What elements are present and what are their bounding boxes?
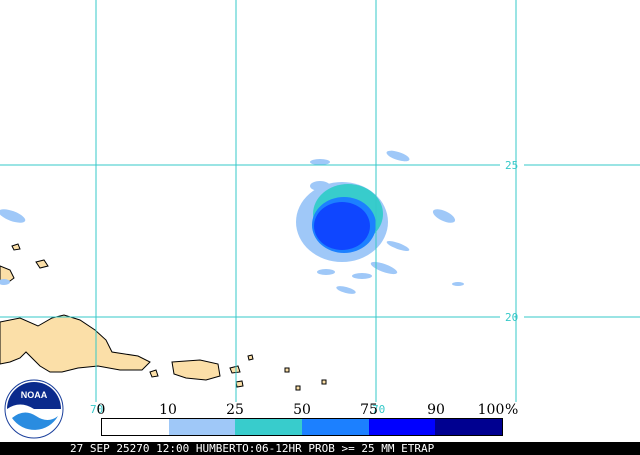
probability-10-25 (0, 150, 464, 294)
noaa-logo-text: NOAA (21, 390, 48, 400)
small-island (11, 243, 21, 251)
lat-lon-grid (0, 0, 640, 402)
probability-50-75 (312, 197, 376, 253)
legend-unit: % (505, 402, 519, 418)
legend-tick: 100 (477, 402, 505, 418)
land-masses (0, 243, 327, 391)
legend-tick: 90 (427, 402, 445, 418)
legend-swatch-25-50 (235, 419, 303, 435)
legend-swatch-0-10 (102, 419, 169, 435)
hispaniola-landmass (0, 314, 151, 373)
legend-tick: 75 (360, 402, 378, 418)
status-bar: 27 SEP 25270 12:00 HUMBERTO:06-12HR PROB… (0, 442, 640, 455)
longitude-label-left: 70 (90, 403, 104, 416)
longitude-label-center: 70 (372, 403, 386, 416)
small-island (149, 369, 159, 378)
legend-tick: 25 (226, 402, 244, 418)
small-island (284, 367, 290, 373)
legend-swatch-50-75 (302, 419, 369, 435)
status-text: 27 SEP 25270 12:00 HUMBERTO:06-12HR PROB… (70, 442, 435, 455)
puerto-rico-landmass (171, 359, 221, 381)
probability-shading (0, 150, 464, 294)
legend-tick: 50 (293, 402, 311, 418)
legend-color-bar (101, 418, 503, 436)
legend-swatch-75-90 (368, 419, 436, 435)
small-island (229, 365, 241, 374)
small-island (235, 380, 244, 388)
legend-swatch-10-25 (168, 419, 236, 435)
small-island (321, 379, 327, 385)
legend-tick: 0 (96, 402, 106, 418)
legend-tick: 10 (159, 402, 177, 418)
noaa-logo: NOAA (4, 379, 64, 439)
small-island (247, 354, 254, 361)
latitude-label-20: 20 (505, 311, 519, 324)
precipitation-probability-map (0, 0, 640, 402)
small-island (295, 385, 301, 391)
legend-swatch-90-100 (435, 419, 503, 435)
latitude-label-25: 25 (505, 159, 519, 172)
small-island (35, 259, 49, 269)
probability-75-90 (314, 202, 370, 250)
color-scale-legend: 0 10 25 50 75 90 100 % (97, 402, 518, 436)
